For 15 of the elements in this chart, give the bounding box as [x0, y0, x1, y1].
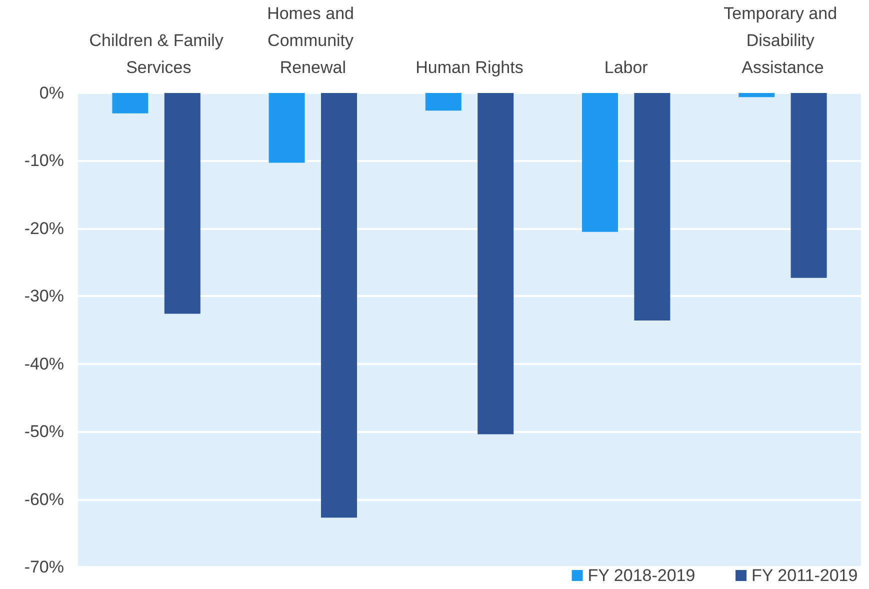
x-tick-label: Children & Family Services — [89, 31, 224, 77]
x-tick-label: Human Rights — [416, 58, 524, 77]
y-tick-label: -20% — [24, 218, 64, 238]
y-tick-label: -40% — [24, 354, 64, 374]
legend-label: FY 2011-2019 — [752, 566, 858, 585]
y-tick-label: -30% — [24, 286, 64, 306]
y-tick-label: -70% — [24, 558, 64, 576]
y-tick-label: 0% — [39, 84, 64, 102]
y-tick-label: -50% — [24, 422, 64, 442]
x-tick-label: Labor — [604, 58, 648, 77]
y-tick-label: -60% — [24, 490, 64, 509]
x-tick-label: Homes and Community Renewal — [267, 4, 359, 77]
legend-label: FY 2018-2019 — [588, 566, 696, 585]
x-tick-label: Temporary and Disability Assistance — [724, 4, 842, 77]
y-tick-label: -10% — [24, 151, 64, 170]
